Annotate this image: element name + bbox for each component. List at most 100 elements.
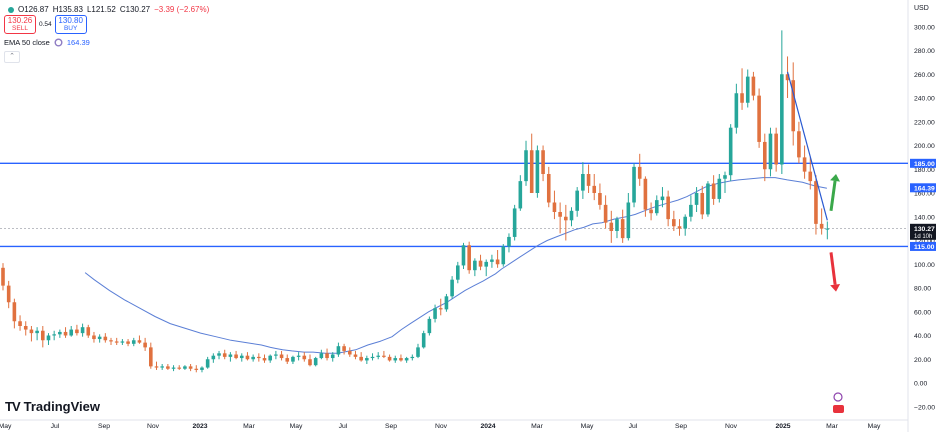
- candle-body: [149, 347, 153, 367]
- candle-body: [751, 76, 756, 96]
- candle-body: [154, 366, 159, 368]
- low-value: L121.52: [86, 5, 116, 14]
- candle-body: [376, 355, 381, 357]
- candle-body: [336, 346, 341, 355]
- candle-body: [35, 330, 39, 334]
- last-price-marker-countdown: 1d 10h: [914, 234, 932, 240]
- candle-body: [802, 157, 807, 172]
- buy-price: 130.80: [58, 16, 83, 25]
- level-115-marker: 115.00: [914, 244, 935, 251]
- candle-body: [683, 216, 687, 229]
- indicator-value: 164.39: [66, 38, 90, 47]
- y-tick-label: 100.00: [914, 262, 935, 269]
- y-tick-label: 0.00: [914, 381, 927, 388]
- candle-body: [18, 321, 22, 326]
- candle-body: [6, 285, 11, 303]
- x-tick-label: 2025: [775, 423, 790, 430]
- buy-button[interactable]: 130.80 BUY: [54, 15, 87, 34]
- chevron-up-icon[interactable]: ⌃: [4, 51, 20, 63]
- candle-body: [325, 353, 329, 359]
- candle-body: [689, 204, 693, 217]
- candle-body: [654, 200, 659, 214]
- candle-body: [467, 245, 471, 271]
- candle-body: [268, 355, 272, 361]
- candle-body: [694, 193, 699, 205]
- x-tick-label: Mar: [826, 423, 838, 430]
- candle-body: [780, 74, 784, 165]
- arrow-up-head: [830, 174, 841, 182]
- candle-body: [171, 367, 176, 369]
- sell-button[interactable]: 130.26 SELL: [4, 15, 36, 34]
- candle-body: [433, 308, 437, 319]
- level-185-marker: 185.00: [914, 161, 935, 168]
- candle-body: [740, 93, 744, 103]
- x-tick-label: Nov: [725, 423, 738, 430]
- candle-body: [524, 150, 528, 182]
- candle-body: [40, 330, 45, 341]
- candle-body: [262, 358, 267, 361]
- candle-body: [598, 193, 602, 205]
- candle-body: [92, 335, 96, 340]
- candle-body: [791, 80, 796, 132]
- y-tick-label: 140.00: [914, 214, 935, 221]
- candle-body: [291, 356, 295, 362]
- ema-line-group: [84, 177, 827, 354]
- y-tick-label: 200.00: [914, 143, 935, 150]
- candle-body: [768, 133, 773, 170]
- trade-panel: 130.26 SELL 0.54 130.80 BUY: [4, 15, 87, 34]
- level-115-marker-bg: [910, 241, 936, 251]
- x-tick-label: May: [0, 423, 12, 430]
- candle-body: [114, 341, 119, 343]
- x-tick-label: Jul: [629, 423, 638, 430]
- candle-body: [382, 355, 386, 357]
- x-tick-label: Jul: [51, 423, 60, 430]
- ohlc-legend: O126.87 H135.83 L121.52 C130.27 −3.39 (−…: [8, 5, 209, 14]
- price-axis[interactable]: USD 300.00 280.00 260.00 240.00 220.00 200.00 1…: [914, 5, 935, 411]
- change-value: −3.39 (−2.67%): [154, 5, 210, 14]
- candle-body: [410, 356, 415, 359]
- candle-body: [347, 350, 352, 355]
- brand-name: TradingView: [23, 399, 100, 414]
- candle-body: [200, 367, 204, 370]
- trend-line: [786, 71, 828, 221]
- arrow-down-head: [830, 283, 841, 292]
- candle-body: [535, 150, 540, 193]
- ema-marker-bg: [910, 183, 936, 193]
- last-price-marker: 130.27: [914, 226, 935, 233]
- candle-body: [637, 166, 642, 179]
- y-tick-label: 300.00: [914, 24, 935, 31]
- candle-body: [558, 212, 562, 217]
- candle-body: [586, 174, 591, 186]
- candle-body: [546, 174, 551, 203]
- candle-body: [512, 208, 517, 237]
- level-185-marker-bg: [910, 158, 936, 168]
- candle-body: [427, 318, 432, 334]
- candle-body: [808, 171, 813, 182]
- candle-body: [609, 222, 614, 231]
- candle-body: [677, 226, 682, 229]
- candle-body: [365, 358, 369, 361]
- candle-body: [660, 196, 665, 201]
- candle-body: [444, 296, 449, 310]
- y-tick-label: 60.00: [914, 309, 931, 316]
- sell-label: SELL: [12, 25, 28, 32]
- ema-line: [84, 177, 827, 354]
- candle-body: [456, 265, 460, 280]
- y-tick-label: 40.00: [914, 333, 931, 340]
- candle-body: [177, 367, 182, 369]
- candle-body: [518, 181, 523, 209]
- candle-body: [387, 356, 392, 361]
- indicator-settings-icon[interactable]: [54, 38, 63, 47]
- candle-body: [552, 202, 557, 212]
- candle-body: [285, 358, 290, 362]
- candle-body: [700, 193, 705, 215]
- candle-body: [490, 259, 494, 262]
- time-axis[interactable]: May Jul Sep Nov 2023 Mar May Jul Sep Nov 2024 Mar Ma…: [0, 423, 881, 430]
- candle-body: [529, 150, 534, 193]
- x-tick-label: 2023: [192, 423, 207, 430]
- candle-body: [86, 327, 91, 336]
- buy-label: BUY: [63, 25, 78, 32]
- indicator-legend[interactable]: EMA 50 close 164.39: [4, 38, 90, 47]
- candle-body: [541, 150, 545, 174]
